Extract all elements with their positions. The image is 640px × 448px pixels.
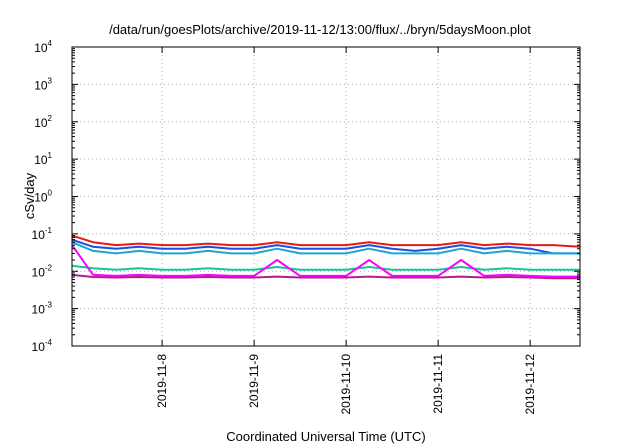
y-tick-label: 10-2: [32, 263, 53, 279]
y-tick-label: 104: [34, 39, 52, 55]
y-tick-exponent: 1: [48, 151, 53, 160]
y-tick-label: 10-1: [32, 226, 53, 242]
series-line: [71, 238, 580, 255]
series-line: [71, 234, 581, 248]
y-axis-label: cSv/day: [22, 172, 37, 219]
y-tick-exponent: -2: [45, 263, 53, 272]
series-line: [71, 244, 580, 278]
x-tick-label: 2019-11-9: [247, 354, 261, 408]
y-tick-label: 10-4: [32, 338, 53, 354]
y-tick-label: 102: [34, 114, 52, 130]
y-tick-exponent: -3: [45, 301, 53, 310]
y-tick-exponent: -4: [45, 338, 53, 347]
y-tick-label: 10-3: [32, 301, 53, 317]
y-tick-label: 103: [34, 76, 52, 92]
y-tick-exponent: 2: [48, 114, 53, 123]
y-tick-exponent: 3: [48, 76, 53, 85]
y-tick-label: 101: [34, 151, 52, 167]
series-line: [71, 241, 580, 255]
y-tick-exponent: 4: [48, 39, 53, 48]
x-tick-label: 2019-11-12: [523, 354, 537, 415]
x-axis-label: Coordinated Universal Time (UTC): [226, 429, 425, 444]
x-axis: 2019-11-8 2019-11-9 2019-11-10 2019-11-11 20…: [155, 47, 537, 415]
x-tick-label: 2019-11-8: [155, 354, 169, 408]
y-tick-exponent: -1: [45, 226, 53, 235]
y-tick-exponent: 0: [48, 189, 53, 198]
series-line: [71, 273, 580, 280]
x-tick-label: 2019-11-11: [431, 354, 445, 414]
chart-title: /data/run/goesPlots/archive/2019-11-12/1…: [109, 22, 531, 37]
grid: [72, 47, 580, 346]
series-line: [71, 264, 580, 271]
series-group: [71, 234, 581, 280]
x-tick-label: 2019-11-10: [339, 354, 353, 415]
